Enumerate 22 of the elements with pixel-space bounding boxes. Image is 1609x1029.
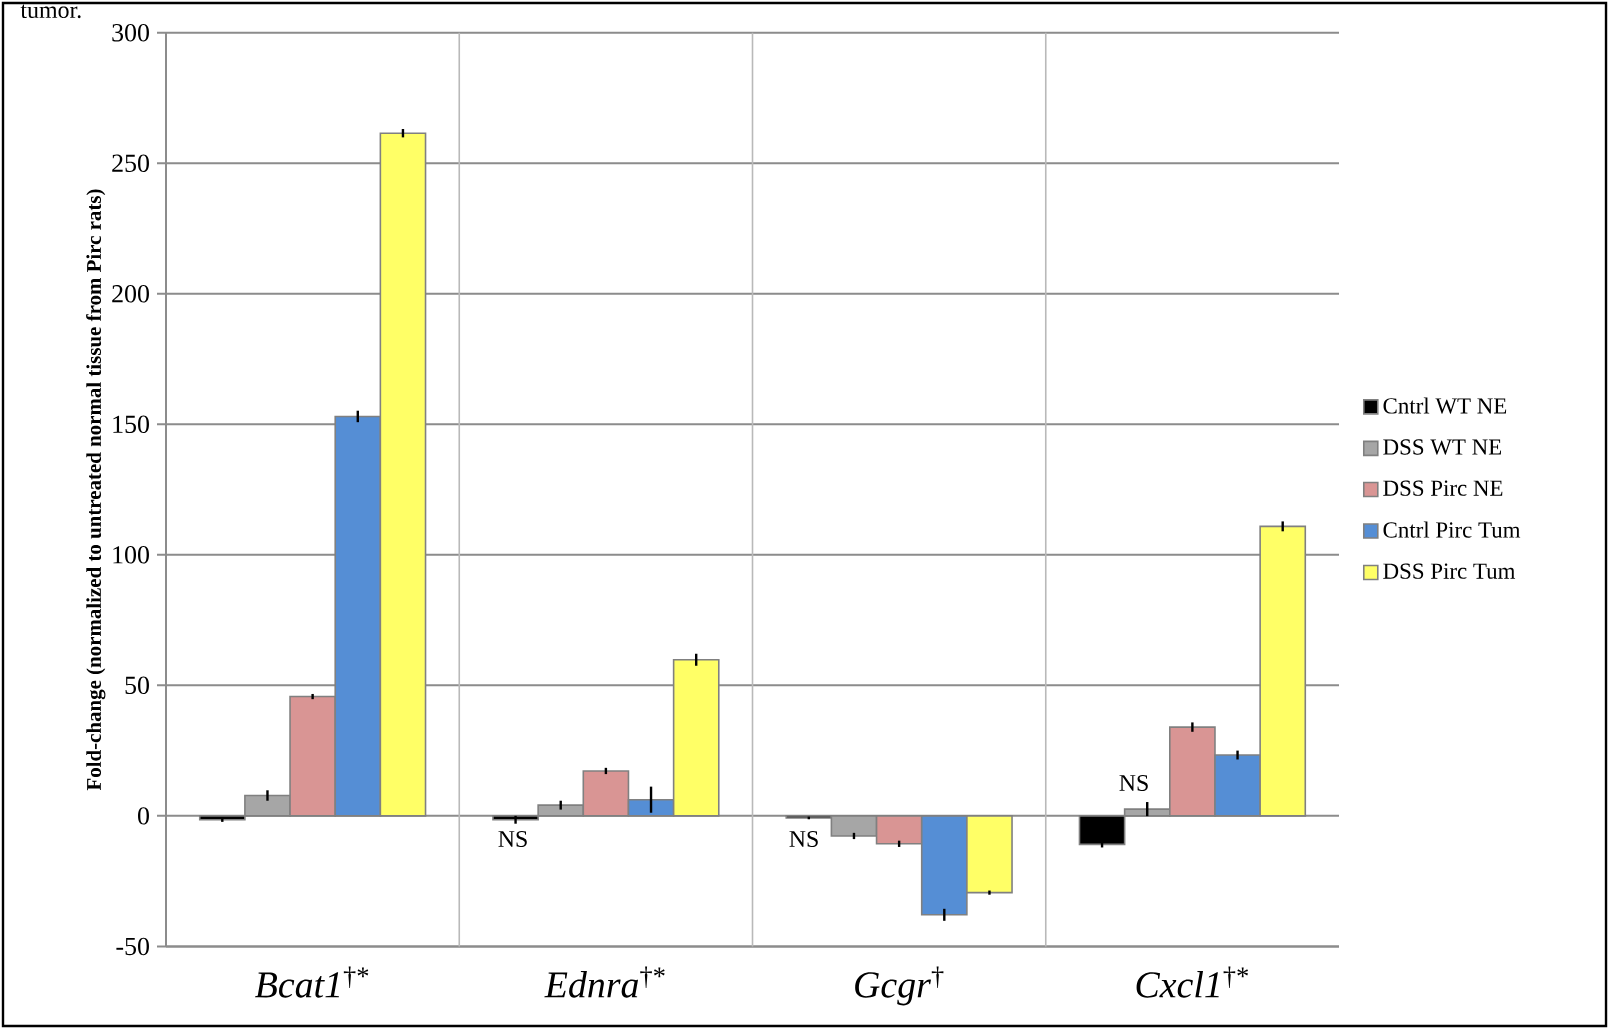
y-tick-label: 50: [125, 676, 149, 695]
x-tick-label: Gcgr$^{†}$: [855, 966, 944, 1006]
annotation: NS: [789, 830, 818, 848]
legend-label: DSS Pirc NE: [1383, 480, 1503, 496]
legend-label: DSS Pirc Tum: [1383, 563, 1516, 579]
y-tick-label: 100: [113, 546, 149, 564]
y-tick-label: 300: [112, 23, 149, 42]
annotation: NS: [498, 830, 527, 848]
y-axis-title: Fold-change (normalized to untreated normal tissue from Pirc rats): [86, 189, 106, 791]
x-tick-label: Ednra$^{†*}$: [544, 966, 665, 998]
y-tick-label: 200: [112, 285, 149, 303]
y-tick-label: 250: [112, 154, 149, 172]
y-tick-label: 150: [113, 415, 149, 434]
y-tick-label: 0: [138, 807, 149, 825]
legend-label: Cntrl WT NE: [1383, 397, 1507, 414]
legend-label: Cntrl Pirc Tum: [1383, 521, 1521, 538]
x-tick-label: Bcat1$^{†*}$: [255, 966, 369, 998]
legend-label: DSS WT NE: [1383, 439, 1502, 455]
annotation: NS: [1119, 774, 1148, 792]
y-tick-label: -50: [116, 937, 149, 956]
x-tick-label: Cxcl1$^{†*}$: [1136, 966, 1249, 998]
text: tumor.: [20, 4, 81, 19]
